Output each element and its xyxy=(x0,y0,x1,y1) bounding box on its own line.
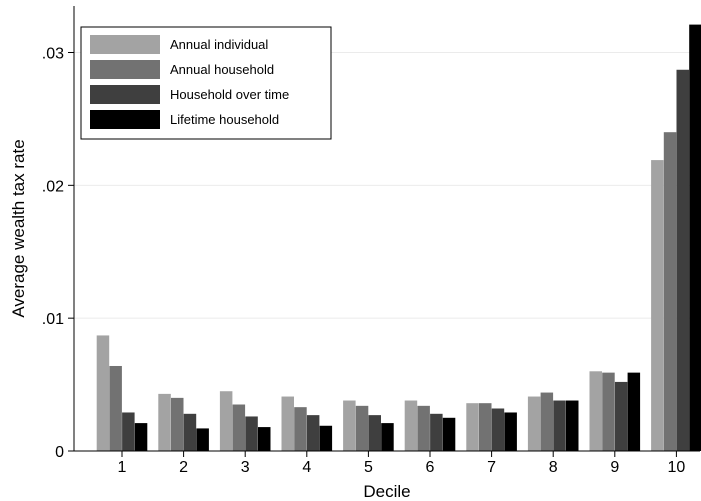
bar xyxy=(689,24,701,451)
bar xyxy=(602,372,615,451)
bar xyxy=(368,415,381,451)
legend: Annual individual Annual household Househo… xyxy=(80,26,332,140)
bar xyxy=(504,412,517,451)
y-tick-label: .01 xyxy=(42,311,64,328)
bar xyxy=(417,405,430,451)
bar xyxy=(171,397,184,451)
x-tick-label: 1 xyxy=(118,459,127,476)
bar xyxy=(122,412,135,451)
bar xyxy=(676,69,689,451)
x-tick-label: 10 xyxy=(668,459,686,476)
x-tick-label: 5 xyxy=(364,459,373,476)
bar xyxy=(281,396,294,451)
bar xyxy=(430,413,443,451)
bar xyxy=(527,396,541,451)
bar xyxy=(245,416,258,451)
tick-labels: 0 .01 .02 .03 1 2 3 4 5 6 7 8 9 10 xyxy=(42,45,686,476)
bar xyxy=(319,425,333,451)
bar xyxy=(381,423,394,451)
y-tick-label: .02 xyxy=(42,178,64,195)
bar xyxy=(196,428,209,451)
bars xyxy=(96,24,701,452)
bar xyxy=(627,372,641,451)
x-tick-label: 4 xyxy=(302,459,311,476)
legend-label: Lifetime household xyxy=(170,112,279,127)
bar xyxy=(651,160,664,452)
bar xyxy=(355,405,369,451)
bar xyxy=(183,413,197,451)
y-tick-label: 0 xyxy=(55,444,64,461)
bar xyxy=(663,132,677,451)
legend-label: Household over time xyxy=(170,87,289,102)
x-tick-label: 2 xyxy=(179,459,188,476)
legend-swatch xyxy=(90,85,160,104)
bar xyxy=(294,407,307,451)
bar xyxy=(466,403,479,451)
x-tick-label: 6 xyxy=(426,459,435,476)
bar xyxy=(306,415,320,451)
bar xyxy=(134,423,148,451)
bar xyxy=(589,371,602,451)
bar xyxy=(553,400,566,451)
bar xyxy=(479,403,492,451)
legend-swatch xyxy=(90,110,160,129)
x-tick-label: 8 xyxy=(549,459,558,476)
bar xyxy=(96,335,110,451)
bar xyxy=(343,400,356,451)
bar xyxy=(158,393,171,451)
bar xyxy=(219,391,233,451)
bar xyxy=(540,392,554,451)
bar xyxy=(404,400,418,451)
axes xyxy=(68,6,700,457)
bar xyxy=(491,408,505,451)
bar xyxy=(566,400,579,451)
legend-swatch xyxy=(90,35,160,54)
y-tick-label: .03 xyxy=(42,45,64,62)
legend-label: Annual household xyxy=(170,62,274,77)
x-tick-label: 3 xyxy=(241,459,250,476)
y-axis-title: Average wealth tax rate xyxy=(9,139,28,317)
bar xyxy=(614,381,628,451)
bar xyxy=(442,417,456,451)
bar xyxy=(232,404,246,451)
legend-swatch xyxy=(90,60,160,79)
legend-label: Annual individual xyxy=(170,37,268,52)
bar xyxy=(109,365,122,451)
x-tick-label: 7 xyxy=(487,459,496,476)
bar xyxy=(258,427,271,451)
x-tick-label: 9 xyxy=(610,459,619,476)
x-axis-title: Decile xyxy=(363,482,410,501)
